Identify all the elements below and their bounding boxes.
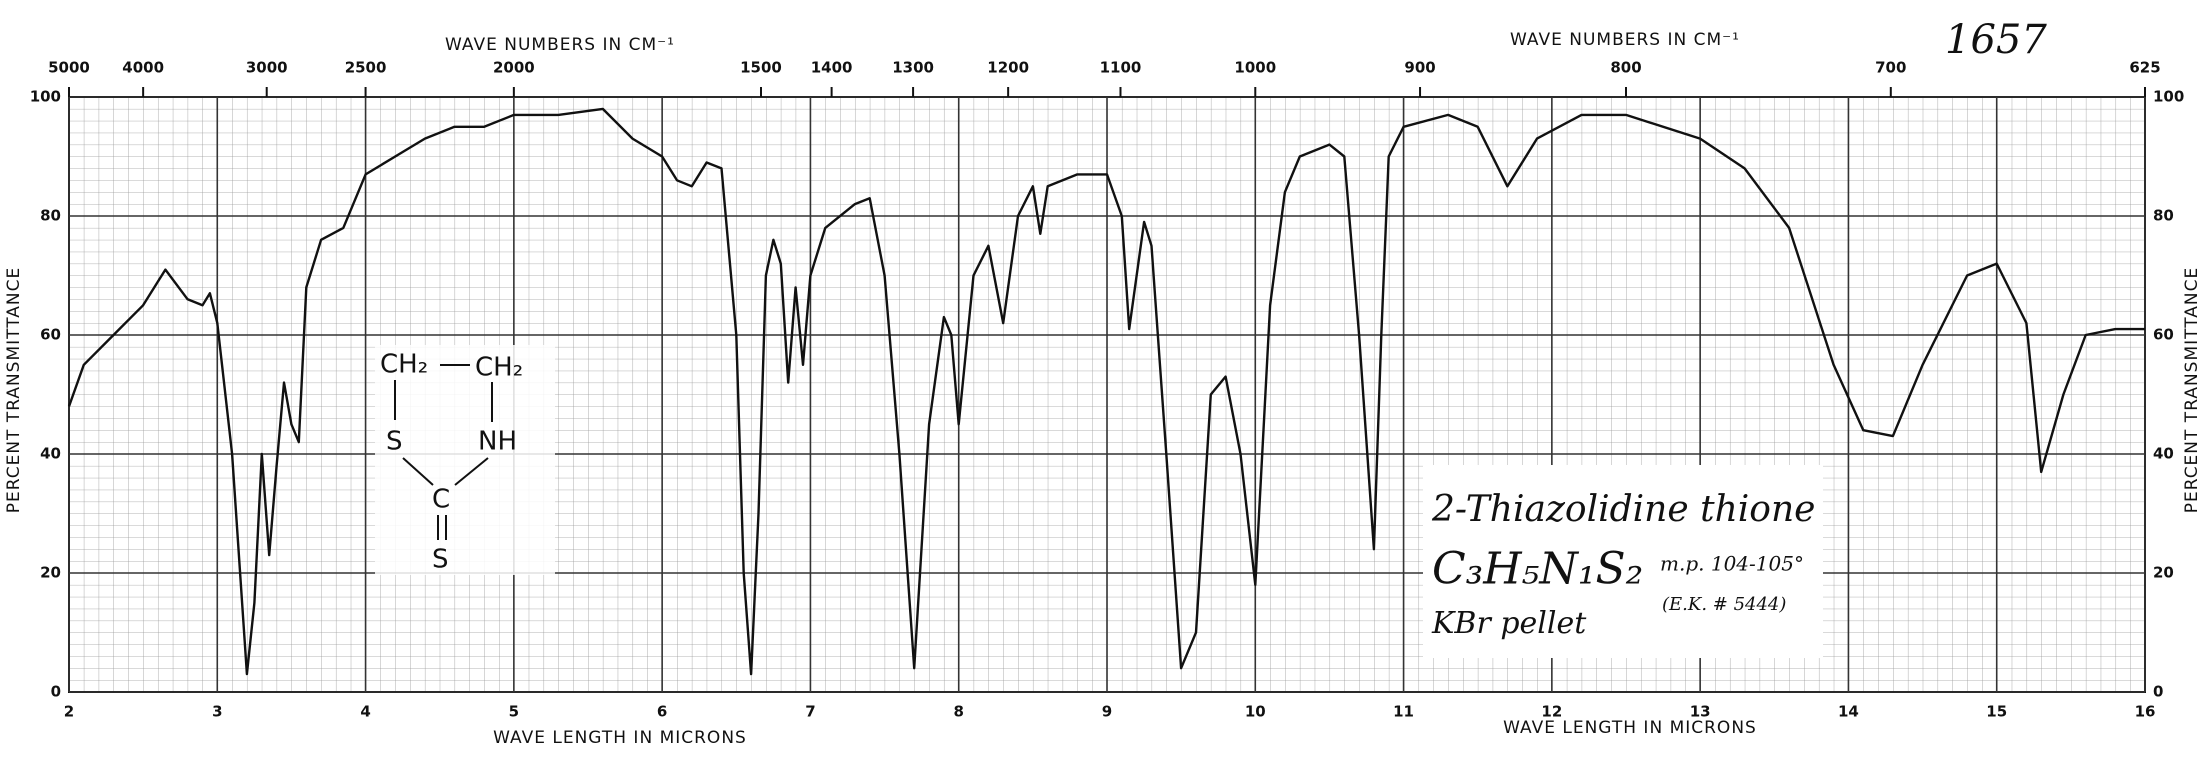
medium: KBr pellet [1431, 606, 1587, 641]
y-tick-label: 80 [40, 207, 61, 225]
serial: 1657 [1945, 17, 2047, 63]
x2-tick-label: 700 [1875, 59, 1906, 77]
melting-point: m.p. 104-105° [1660, 552, 1804, 576]
x-tick-label: 5 [509, 703, 519, 721]
x-tick-label: 4 [360, 703, 370, 721]
atom: S [386, 427, 403, 457]
x-tick-label: 16 [2135, 703, 2156, 721]
atom: CH₂ [475, 353, 523, 383]
x2-tick-label: 1500 [740, 59, 782, 77]
y-tick-label: 100 [30, 88, 61, 106]
y-tick-label: 60 [40, 326, 61, 344]
atom: NH [478, 427, 517, 457]
x-tick-label: 14 [1838, 703, 1859, 721]
structure-bg [375, 345, 555, 575]
x-label: WAVE LENGTH IN MICRONS [493, 728, 747, 748]
x2-label: WAVE NUMBERS IN CM⁻¹ [1510, 30, 1740, 50]
x-tick-label: 7 [805, 703, 815, 721]
x-tick-label: 13 [1690, 703, 1711, 721]
y-tick-label: 100 [2153, 88, 2184, 106]
x2-tick-label: 625 [2129, 59, 2160, 77]
x2-tick-label: 4000 [122, 59, 164, 77]
atom: C [432, 485, 450, 515]
x-tick-label: 8 [953, 703, 963, 721]
x2-tick-label: 2500 [345, 59, 387, 77]
compound-name: 2-Thiazolidine thione [1431, 489, 1815, 530]
x2-tick-label: 1000 [1234, 59, 1276, 77]
reference: (E.K. # 5444) [1662, 594, 1786, 615]
x-tick-label: 9 [1102, 703, 1112, 721]
y-label: PERCENT TRANSMITTANCE [2182, 267, 2202, 514]
x-tick-label: 6 [657, 703, 667, 721]
y-tick-label: 60 [2153, 326, 2174, 344]
x2-tick-label: 3000 [246, 59, 288, 77]
y-tick-label: 80 [2153, 207, 2174, 225]
x-label: WAVE LENGTH IN MICRONS [1503, 718, 1757, 738]
x-tick-label: 15 [1986, 703, 2007, 721]
y-label: PERCENT TRANSMITTANCE [4, 267, 24, 514]
x2-tick-label: 1200 [987, 59, 1029, 77]
x2-tick-label: 1300 [892, 59, 934, 77]
bond [454, 457, 489, 486]
y-tick-label: 40 [2153, 445, 2174, 463]
y-tick-label: 40 [40, 445, 61, 463]
x-tick-label: 12 [1541, 703, 1562, 721]
bond [402, 457, 434, 486]
x2-tick-label: 800 [1610, 59, 1641, 77]
x2-tick-label: 1100 [1100, 59, 1142, 77]
y-tick-label: 0 [51, 683, 61, 701]
annotation-box [1423, 465, 1823, 658]
x2-tick-label: 900 [1404, 59, 1435, 77]
formula: C₃H₅N₁S₂ [1432, 544, 1643, 595]
x2-tick-label: 5000 [48, 59, 90, 77]
x-tick-label: 10 [1245, 703, 1266, 721]
x2-tick-label: 2000 [493, 59, 535, 77]
atom: CH₂ [380, 350, 428, 380]
x2-label: WAVE NUMBERS IN CM⁻¹ [445, 35, 675, 55]
structure: CH₂ CH₂ S NH C S [375, 345, 555, 575]
annotation: 2-Thiazolidine thione C₃H₅N₁S₂ m.p. 104-… [1423, 465, 1823, 658]
x2-tick-label: 1400 [811, 59, 853, 77]
x-tick-label: 3 [212, 703, 222, 721]
y-tick-label: 20 [40, 564, 61, 582]
x-tick-label: 11 [1393, 703, 1414, 721]
y-tick-label: 0 [2153, 683, 2163, 701]
x-tick-label: 2 [64, 703, 74, 721]
atom: S [432, 545, 449, 575]
y-tick-label: 20 [2153, 564, 2174, 582]
spectrum-line [67, 107, 2145, 676]
